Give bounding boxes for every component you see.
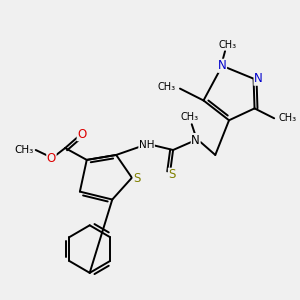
Text: N: N bbox=[218, 59, 226, 72]
Text: O: O bbox=[47, 152, 56, 165]
Text: N: N bbox=[191, 134, 200, 147]
Text: CH₃: CH₃ bbox=[14, 145, 34, 155]
Text: N: N bbox=[254, 72, 263, 85]
Text: CH₃: CH₃ bbox=[157, 82, 175, 92]
Text: CH₃: CH₃ bbox=[181, 112, 199, 122]
Text: O: O bbox=[77, 128, 86, 141]
Text: NH: NH bbox=[139, 140, 154, 150]
Text: S: S bbox=[133, 172, 140, 185]
Text: CH₃: CH₃ bbox=[279, 113, 297, 123]
Text: CH₃: CH₃ bbox=[218, 40, 236, 50]
Text: S: S bbox=[168, 168, 176, 181]
